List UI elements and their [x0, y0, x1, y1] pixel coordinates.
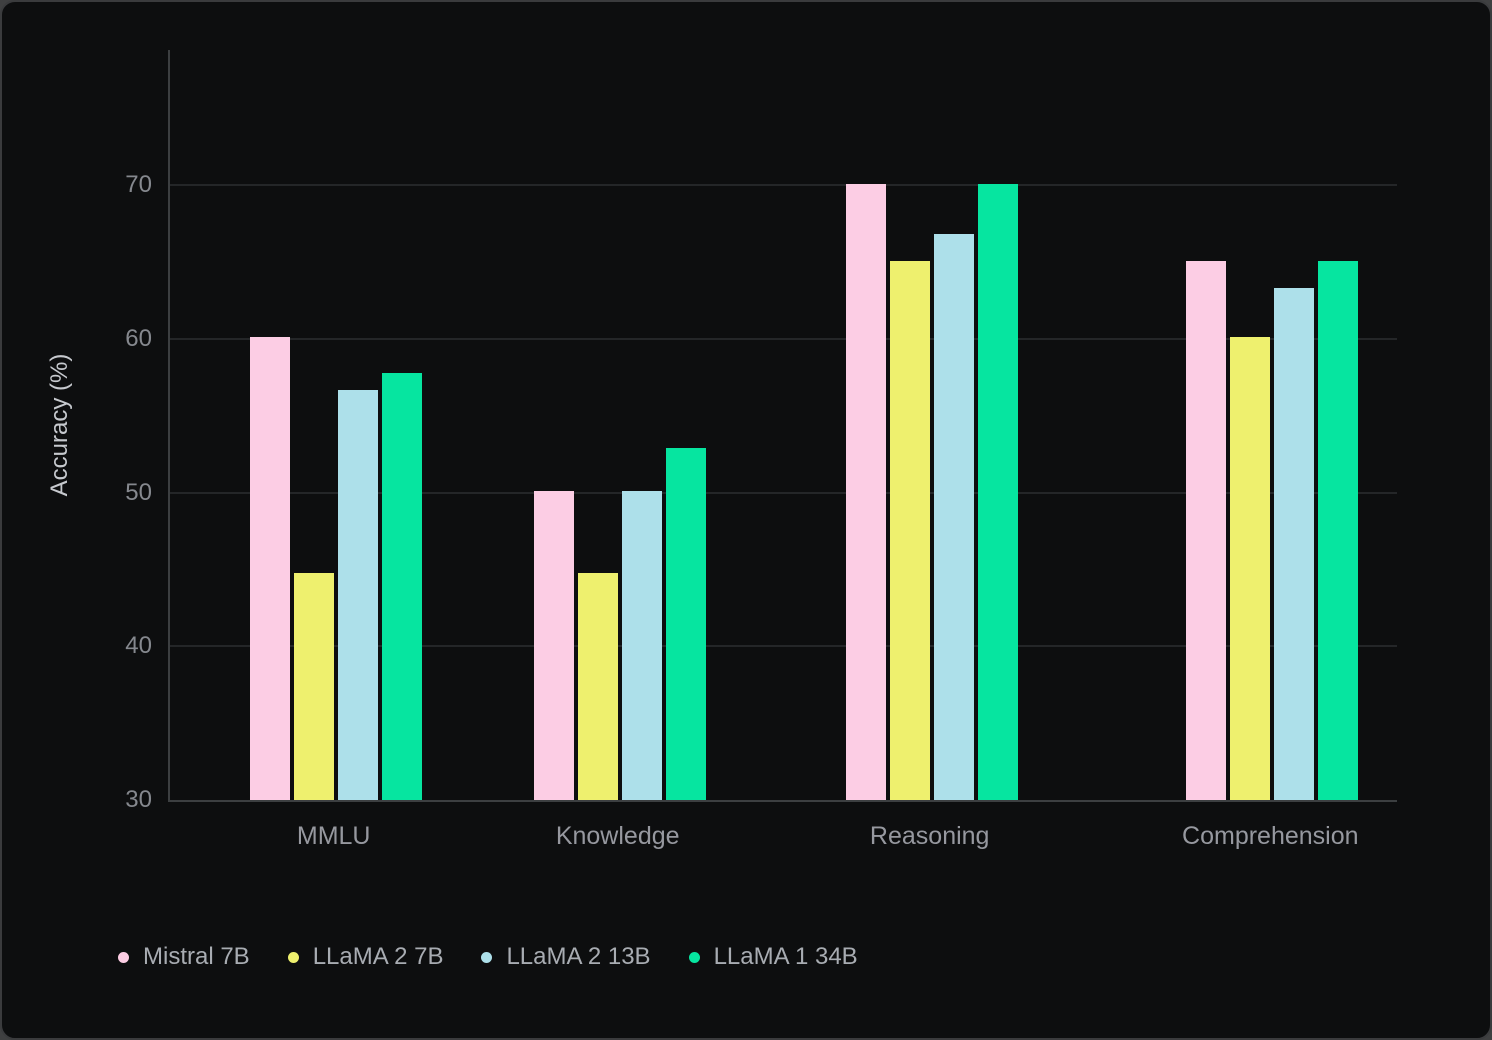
x-label-mmlu: MMLU — [296, 822, 371, 850]
bar-knowledge-llama-2-13b — [621, 491, 662, 800]
bar-reasoning-llama-1-34b — [977, 183, 1018, 800]
bar-group-mmlu — [249, 337, 422, 800]
x-label-comprehension: Comprehension — [1182, 822, 1359, 850]
legend: Mistral 7B LLaMA 2 7B LLaMA 2 13B LLaMA 1 3… — [118, 943, 858, 971]
plot-area — [168, 50, 1397, 802]
bar-comprehension-llama-2-7b — [1230, 337, 1271, 800]
gridline-y-40 — [170, 645, 1397, 648]
bar-group-comprehension — [1186, 260, 1359, 800]
bar-knowledge-mistral-7b — [533, 491, 574, 800]
legend-label: LLaMA 1 34B — [713, 943, 858, 970]
legend-item-llama-2-7b[interactable]: LLaMA 2 7B — [287, 943, 444, 971]
bar-group-reasoning — [845, 183, 1018, 800]
gridline-y-70 — [170, 184, 1397, 187]
y-tick-label-70: 70 — [125, 171, 152, 199]
x-label-reasoning: Reasoning — [869, 822, 990, 850]
y-tick-label-60: 60 — [125, 324, 152, 352]
legend-label: Mistral 7B — [143, 943, 250, 970]
gridline-y-60 — [170, 337, 1397, 340]
legend-label: LLaMA 2 13B — [506, 943, 651, 970]
y-tick-label-30: 30 — [125, 786, 152, 813]
bar-mmlu-mistral-7b — [249, 337, 290, 800]
bar-mmlu-llama-2-13b — [337, 389, 378, 800]
bar-reasoning-llama-2-7b — [889, 260, 930, 800]
bar-reasoning-mistral-7b — [845, 183, 886, 800]
bar-comprehension-llama-2-13b — [1274, 288, 1315, 800]
bar-group-knowledge — [533, 448, 706, 800]
x-label-knowledge: Knowledge — [555, 822, 680, 850]
y-tick-label-40: 40 — [125, 632, 152, 660]
legend-item-llama-1-34b[interactable]: LLaMA 1 34B — [688, 943, 858, 971]
bar-mmlu-llama-2-7b — [293, 572, 334, 800]
legend-item-llama-2-13b[interactable]: LLaMA 2 13B — [481, 943, 651, 971]
legend-dot-icon — [287, 951, 299, 963]
bar-mmlu-llama-1-34b — [381, 372, 422, 800]
legend-dot-icon — [118, 951, 129, 963]
y-axis-title: Accuracy (%) — [46, 353, 73, 497]
bar-reasoning-llama-2-13b — [933, 234, 974, 800]
gridline-y-50 — [170, 491, 1397, 494]
bar-knowledge-llama-2-7b — [577, 572, 618, 800]
bar-comprehension-llama-1-34b — [1318, 260, 1359, 800]
legend-item-mistral-7b[interactable]: Mistral 7B — [118, 943, 250, 971]
legend-label: LLaMA 2 7B — [312, 943, 444, 970]
bar-knowledge-llama-1-34b — [665, 448, 706, 800]
bar-comprehension-mistral-7b — [1186, 260, 1227, 800]
legend-dot-icon — [481, 951, 493, 963]
y-tick-label-50: 50 — [125, 478, 152, 506]
legend-dot-icon — [688, 951, 700, 963]
